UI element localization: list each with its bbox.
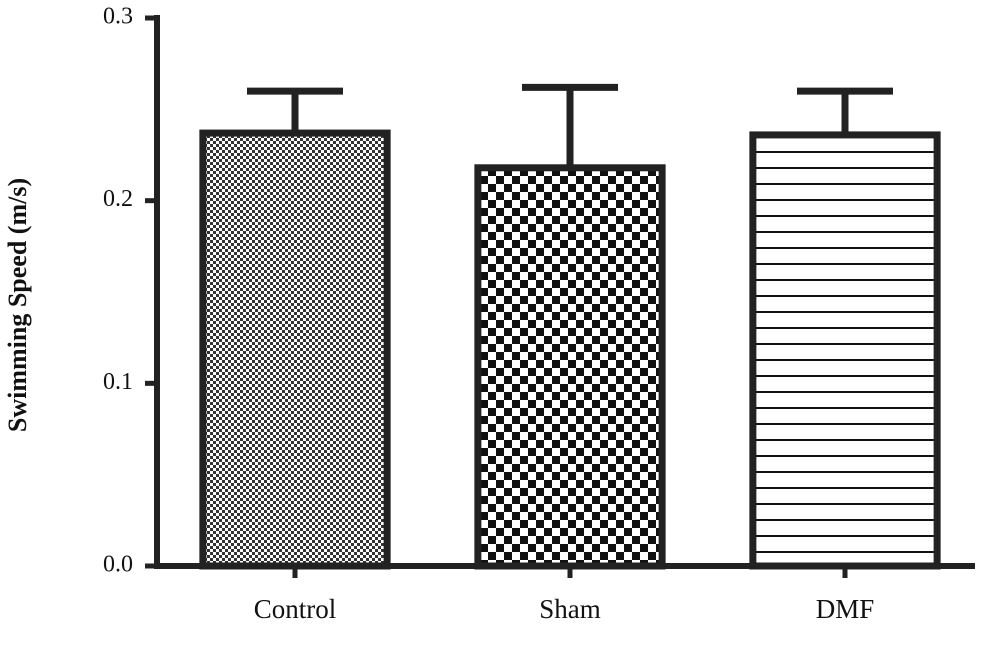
y-tick-label: 0.2 <box>103 186 133 212</box>
y-tick-label: 0.0 <box>103 552 133 578</box>
bar <box>199 129 391 570</box>
x-tick-label: Control <box>254 594 337 624</box>
x-tick-label: DMF <box>816 594 875 624</box>
bar <box>749 131 941 570</box>
bar <box>474 164 666 570</box>
y-tick-label: 0.1 <box>103 369 133 395</box>
y-tick-label: 0.3 <box>103 4 133 30</box>
y-axis-label: Swimming Speed (m/s) <box>3 178 32 432</box>
x-tick-label: Sham <box>539 594 601 624</box>
